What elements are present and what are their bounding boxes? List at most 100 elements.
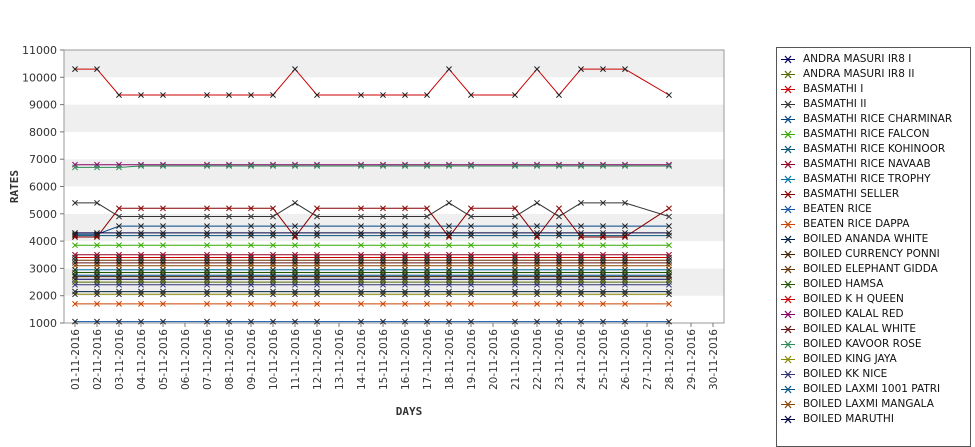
data-point — [622, 281, 628, 288]
data-point — [600, 254, 606, 261]
series-line — [75, 68, 670, 96]
data-point — [578, 291, 584, 298]
data-point — [534, 279, 540, 286]
data-point — [116, 269, 122, 276]
data-point — [468, 213, 474, 220]
data-point — [138, 229, 144, 236]
data-point — [534, 66, 540, 73]
legend-marker-icon — [781, 338, 795, 351]
data-point — [556, 92, 562, 98]
data-point — [534, 242, 540, 249]
x-tick-label: 01-11-2016 — [70, 329, 82, 390]
data-point — [380, 259, 386, 266]
data-point — [468, 262, 474, 269]
data-point — [270, 254, 276, 261]
data-point — [116, 279, 122, 286]
data-point — [248, 254, 254, 261]
data-point — [94, 288, 100, 295]
data-point — [116, 254, 122, 261]
data-point — [160, 279, 166, 286]
data-point — [446, 279, 452, 286]
data-point — [138, 272, 144, 279]
data-point — [556, 254, 562, 261]
data-point — [600, 229, 606, 236]
legend-marker-icon — [781, 83, 795, 96]
legend-marker-icon — [781, 68, 795, 81]
data-point — [666, 300, 672, 307]
data-point — [226, 254, 232, 261]
data-point — [314, 251, 320, 258]
data-point — [446, 272, 452, 279]
data-point — [468, 229, 474, 236]
data-point — [380, 254, 386, 261]
data-point — [512, 163, 518, 169]
data-point — [160, 163, 166, 169]
data-point — [72, 300, 78, 307]
data-point — [248, 257, 254, 264]
data-point — [358, 213, 364, 220]
data-point — [578, 318, 584, 325]
data-point — [556, 229, 562, 236]
data-point — [116, 272, 122, 279]
data-point — [94, 300, 100, 307]
x-tick-label: 29-11-2016 — [686, 329, 698, 390]
data-point — [292, 199, 298, 206]
series-10 — [72, 318, 672, 325]
data-point — [380, 281, 386, 288]
data-point — [556, 223, 562, 230]
data-point — [512, 223, 518, 230]
data-point — [204, 229, 210, 236]
data-point — [556, 300, 562, 307]
data-point — [292, 291, 298, 298]
data-point — [666, 205, 672, 212]
legend-label: BOILED KALAL WHITE — [803, 323, 917, 335]
data-point — [512, 291, 518, 298]
legend-marker-icon — [781, 368, 795, 381]
data-point — [600, 199, 606, 206]
series-20 — [72, 291, 672, 298]
data-point — [160, 242, 166, 249]
data-point — [380, 272, 386, 279]
data-point — [512, 288, 518, 295]
x-tick-label: 19-11-2016 — [466, 329, 478, 390]
data-point — [138, 259, 144, 266]
legend-label: BOILED KK NICE — [803, 368, 888, 380]
data-point — [578, 229, 584, 236]
data-point — [512, 213, 518, 220]
data-point — [314, 259, 320, 266]
data-point — [578, 257, 584, 264]
data-point — [72, 199, 78, 206]
data-point — [512, 272, 518, 279]
data-point — [72, 164, 78, 171]
data-point — [622, 229, 628, 236]
grid-band — [64, 131, 724, 160]
data-point — [204, 213, 210, 220]
data-point — [402, 281, 408, 288]
x-tick-label: 03-11-2016 — [114, 329, 126, 390]
data-point — [424, 242, 430, 249]
data-point — [358, 300, 364, 307]
data-point — [204, 288, 210, 295]
data-point — [226, 291, 232, 298]
data-point — [116, 291, 122, 298]
data-point — [248, 223, 254, 230]
data-point — [116, 232, 122, 239]
legend-marker-icon — [781, 98, 795, 111]
legend-item: BOILED ANANDA WHITE — [777, 232, 970, 247]
x-tick-label: 22-11-2016 — [532, 329, 544, 390]
data-point — [402, 242, 408, 249]
legend-marker-icon — [781, 323, 795, 336]
data-point — [402, 254, 408, 261]
data-point — [358, 232, 364, 239]
data-point — [402, 163, 408, 169]
data-point — [314, 163, 320, 169]
data-point — [534, 300, 540, 307]
data-point — [424, 269, 430, 276]
grid-band — [64, 295, 724, 323]
x-tick-label: 18-11-2016 — [444, 329, 456, 390]
data-point — [204, 259, 210, 266]
data-point — [424, 163, 430, 169]
data-point — [204, 92, 210, 98]
data-point — [556, 257, 562, 264]
data-point — [556, 259, 562, 266]
